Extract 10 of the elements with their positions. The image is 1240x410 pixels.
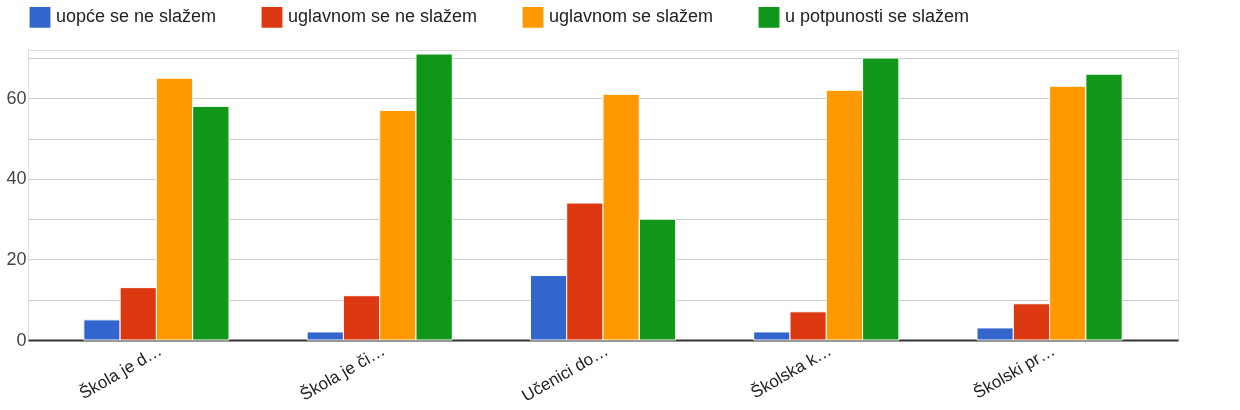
y-tick-label: 60: [6, 87, 27, 108]
y-tick-label: 20: [6, 248, 27, 269]
y-tick-label: 0: [16, 329, 27, 350]
x-tick-label: Škola je d…: [76, 340, 165, 404]
legend-label: u potpunosti se slažem: [785, 6, 970, 27]
y-tick-label: 40: [6, 168, 27, 189]
legend-label: uglavnom se ne slažem: [288, 6, 478, 27]
legend-label: uopće se ne slažem: [56, 6, 217, 27]
x-tick-label: Škola je či…: [296, 340, 389, 405]
legend-label: uglavnom se slažem: [549, 6, 714, 27]
